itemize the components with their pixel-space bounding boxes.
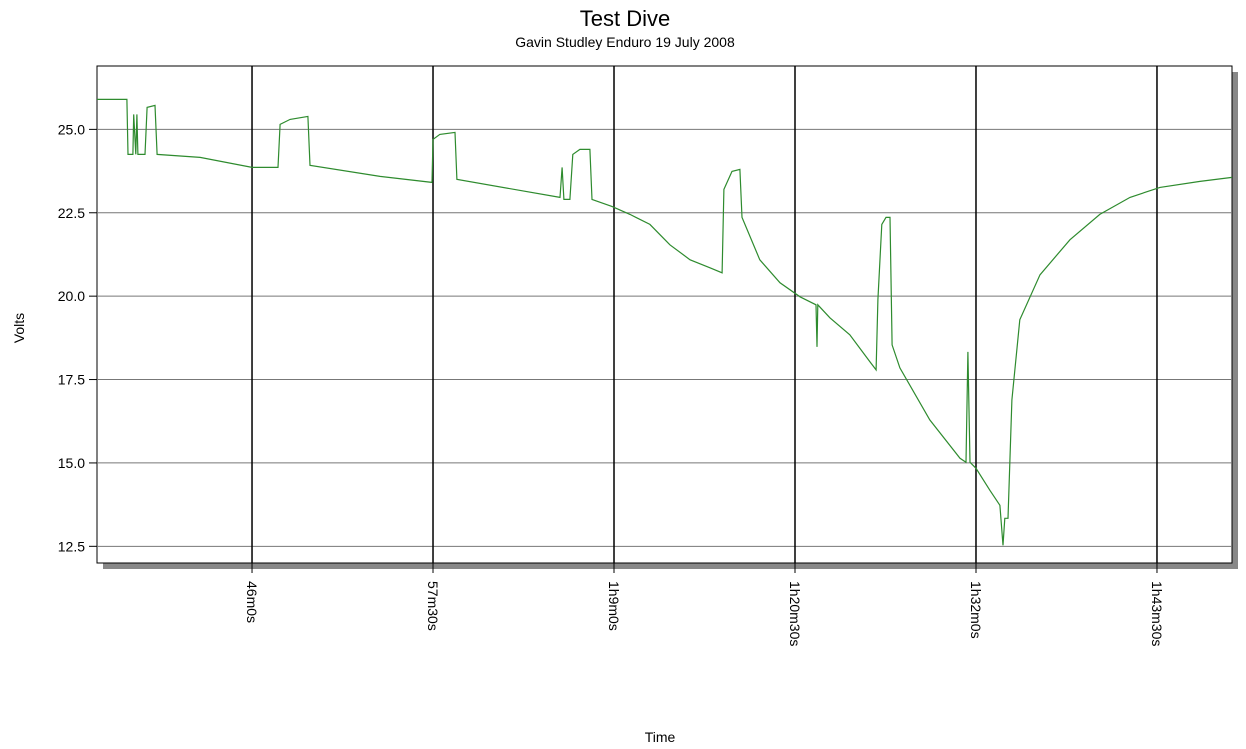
y-axis-label: Volts: [11, 313, 27, 343]
y-tick-label: 20.0: [58, 288, 85, 304]
y-tick-label: 12.5: [58, 538, 85, 554]
x-tick-label: 1h43m30s: [1149, 581, 1165, 646]
x-tick-label: 1h9m0s: [606, 581, 622, 631]
x-axis-label: Time: [645, 729, 676, 744]
y-tick-label: 25.0: [58, 121, 85, 137]
chart-title: Test Dive: [580, 6, 670, 31]
chart-subtitle: Gavin Studley Enduro 19 July 2008: [515, 34, 735, 50]
y-tick-label: 22.5: [58, 205, 85, 221]
data-line: [97, 98, 1233, 546]
plot-area: [96, 65, 1233, 564]
x-tick-label: 46m0s: [244, 581, 260, 623]
y-tick-label: 17.5: [58, 372, 85, 388]
x-tick-label: 1h32m0s: [968, 581, 984, 639]
x-tick-label: 57m30s: [425, 581, 441, 631]
y-tick-label: 15.0: [58, 455, 85, 471]
x-tick-label: 1h20m30s: [787, 581, 803, 646]
